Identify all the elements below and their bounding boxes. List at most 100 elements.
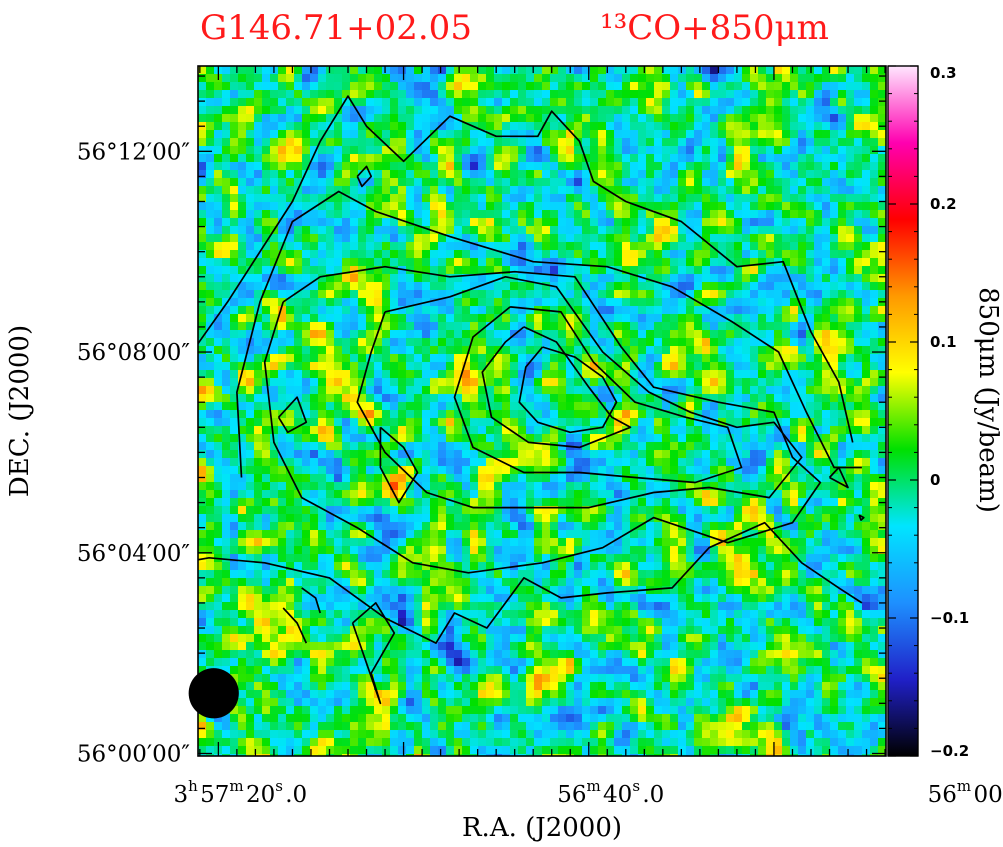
heatmap-pixel [438, 154, 447, 163]
heatmap-pixel [574, 298, 583, 307]
heatmap-pixel [758, 426, 767, 435]
heatmap-pixel [694, 74, 703, 83]
heatmap-pixel [830, 386, 839, 395]
heatmap-pixel [734, 146, 743, 155]
heatmap-pixel [822, 474, 831, 483]
heatmap-pixel [382, 426, 391, 435]
heatmap-pixel [510, 82, 519, 91]
heatmap-pixel [318, 418, 327, 427]
heatmap-pixel [430, 258, 439, 267]
heatmap-pixel [750, 506, 759, 515]
heatmap-pixel [374, 66, 383, 75]
heatmap-pixel [230, 442, 239, 451]
heatmap-pixel [214, 266, 223, 275]
heatmap-pixel [222, 258, 231, 267]
heatmap-pixel [638, 378, 647, 387]
heatmap-pixel [822, 410, 831, 419]
heatmap-pixel [454, 74, 463, 83]
heatmap-pixel [518, 82, 527, 91]
heatmap-pixel [558, 226, 567, 235]
heatmap-pixel [238, 74, 247, 83]
heatmap-pixel [726, 354, 735, 363]
heatmap-pixel [438, 218, 447, 227]
heatmap-pixel [614, 442, 623, 451]
heatmap-pixel [294, 426, 303, 435]
heatmap-pixel [526, 362, 535, 371]
heatmap-pixel [382, 442, 391, 451]
heatmap-pixel [430, 122, 439, 131]
heatmap-pixel [694, 290, 703, 299]
heatmap-pixel [542, 170, 551, 179]
heatmap-pixel [526, 506, 535, 515]
heatmap-pixel [718, 362, 727, 371]
heatmap-pixel [638, 226, 647, 235]
heatmap-pixel [462, 490, 471, 499]
heatmap-pixel [654, 130, 663, 139]
heatmap-pixel [310, 466, 319, 475]
heatmap-pixel [510, 210, 519, 219]
heatmap-pixel [438, 130, 447, 139]
heatmap-pixel [294, 378, 303, 387]
heatmap-pixel [494, 402, 503, 411]
heatmap-pixel [878, 410, 886, 419]
heatmap-pixel [222, 498, 231, 507]
heatmap-pixel [382, 186, 391, 195]
heatmap-pixel [534, 458, 543, 467]
heatmap-pixel [718, 458, 727, 467]
heatmap-pixel [638, 162, 647, 171]
heatmap-pixel [342, 202, 351, 211]
heatmap-pixel [766, 178, 775, 187]
heatmap-pixel [598, 442, 607, 451]
heatmap-pixel [494, 466, 503, 475]
heatmap-pixel [358, 98, 367, 107]
heatmap-pixel [542, 106, 551, 115]
heatmap-pixel [766, 378, 775, 387]
heatmap-pixel [630, 266, 639, 275]
heatmap-pixel [342, 402, 351, 411]
heatmap-pixel [710, 98, 719, 107]
heatmap-pixel [446, 426, 455, 435]
heatmap-pixel [430, 402, 439, 411]
heatmap-pixel [646, 82, 655, 91]
heatmap-pixel [342, 250, 351, 259]
heatmap-pixel [758, 306, 767, 315]
heatmap-pixel [486, 346, 495, 355]
heatmap-pixel [782, 370, 791, 379]
heatmap-pixel [246, 346, 255, 355]
heatmap-pixel [870, 514, 879, 523]
heatmap-pixel [310, 298, 319, 307]
heatmap-pixel [662, 418, 671, 427]
heatmap-pixel [302, 434, 311, 443]
heatmap-pixel [654, 186, 663, 195]
heatmap-pixel [366, 74, 375, 83]
heatmap-pixel [518, 186, 527, 195]
heatmap-pixel [510, 450, 519, 459]
heatmap-pixel [406, 306, 415, 315]
heatmap-pixel [774, 370, 783, 379]
heatmap-pixel [246, 122, 255, 131]
heatmap-pixel [662, 114, 671, 123]
heatmap-pixel [758, 210, 767, 219]
heatmap-pixel [646, 506, 655, 515]
heatmap-pixel [622, 434, 631, 443]
heatmap-pixel [254, 466, 263, 475]
heatmap-pixel [638, 146, 647, 155]
heatmap-pixel [470, 210, 479, 219]
heatmap-pixel [342, 418, 351, 427]
heatmap-pixel [310, 514, 319, 523]
heatmap-pixel [286, 130, 295, 139]
heatmap-pixel [334, 138, 343, 147]
heatmap-pixel [470, 282, 479, 291]
heatmap-pixel [382, 266, 391, 275]
heatmap-pixel [398, 506, 407, 515]
heatmap-pixel [470, 514, 479, 523]
heatmap-pixel [710, 490, 719, 499]
heatmap-pixel [582, 66, 591, 75]
heatmap-pixel [790, 138, 799, 147]
heatmap-pixel [798, 154, 807, 163]
heatmap-pixel [486, 162, 495, 171]
heatmap-pixel [742, 82, 751, 91]
heatmap-pixel [822, 370, 831, 379]
heatmap-pixel [670, 90, 679, 99]
heatmap-pixel [246, 402, 255, 411]
